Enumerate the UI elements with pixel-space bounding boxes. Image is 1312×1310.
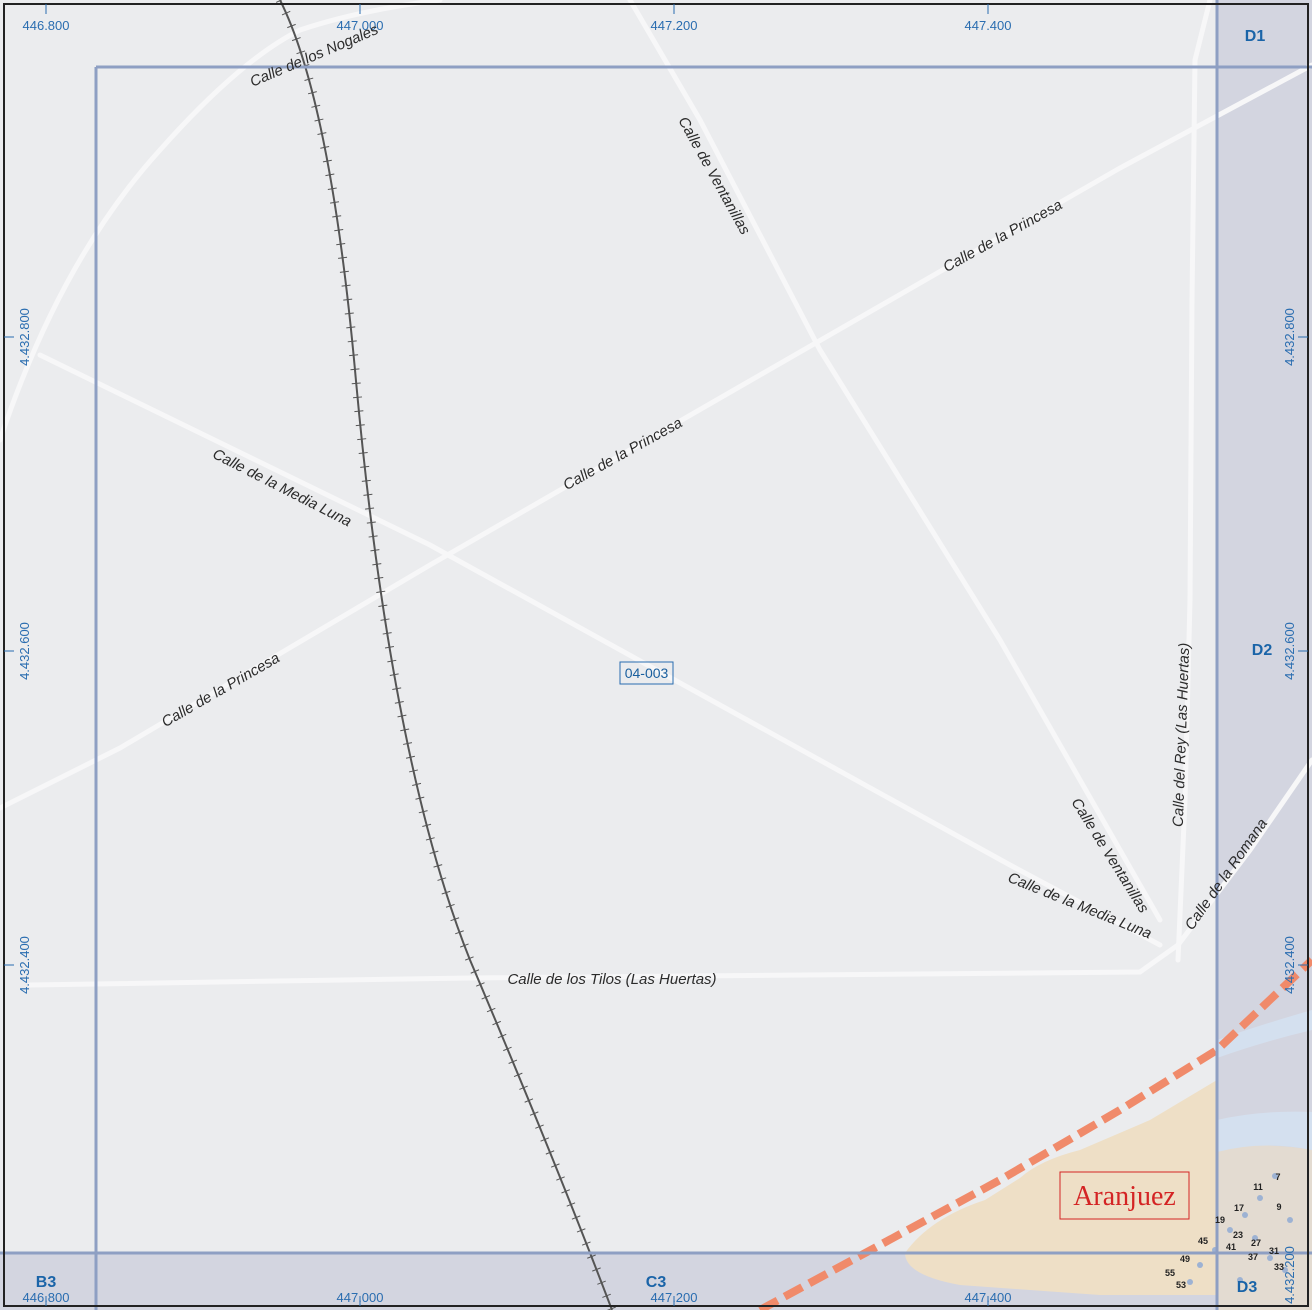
road-network (0, 0, 1312, 988)
cell-label-b3[interactable]: B3 (36, 1274, 57, 1291)
street-label-rey: Calle del Rey (Las Huertas) (1170, 642, 1193, 827)
coord-left-3: 4.432.400 (17, 936, 32, 994)
right-margin-band (1217, 0, 1312, 1310)
road-tilos (27, 942, 1181, 988)
coord-right-1: 4.432.800 (1282, 308, 1297, 366)
road-rey (1175, 0, 1213, 963)
left-coordinates: 4.432.800 4.432.600 4.432.400 (17, 308, 32, 994)
house-number: 9 (1276, 1202, 1281, 1212)
coord-left-1: 4.432.800 (17, 308, 32, 366)
town-label: Aranjuez (1073, 1181, 1176, 1212)
right-coordinates: 4.432.800 4.432.600 4.432.400 4.432.200 (1282, 308, 1297, 1304)
cell-label-d2[interactable]: D2 (1252, 642, 1273, 659)
house-number: 49 (1180, 1254, 1190, 1264)
house-number: 33 (1274, 1262, 1284, 1272)
coord-bottom-1: 446.800 (23, 1290, 70, 1305)
coordinate-ticks (4, 4, 1308, 1306)
cell-label-d1[interactable]: D1 (1245, 28, 1266, 45)
road-media-luna (37, 352, 1163, 948)
house-number: 11 (1253, 1182, 1263, 1192)
street-label-tilos: Calle de los Tilos (Las Huertas) (507, 971, 716, 988)
house-number: 31 (1269, 1246, 1279, 1256)
grid-cell-labels: D1 D2 D3 B3 C3 (36, 28, 1273, 1296)
bottom-coordinates: 446.800 447.000 447.200 447.400 (23, 1290, 1012, 1305)
cell-label-c3[interactable]: C3 (646, 1274, 667, 1291)
house-number: 19 (1215, 1215, 1225, 1225)
coord-left-2: 4.432.600 (17, 622, 32, 680)
house-number: 41 (1226, 1242, 1236, 1252)
house-numbers: 7 11 9 17 19 23 27 31 33 37 41 45 49 55 … (1165, 1172, 1284, 1290)
sheet-id-box[interactable]: 04-003 (619, 661, 674, 685)
town-label-box[interactable]: Aranjuez (1059, 1171, 1190, 1220)
road-ventanillas (627, 0, 1163, 923)
house-number: 37 (1248, 1252, 1258, 1262)
sheet-id-label: 04-003 (625, 665, 669, 681)
railway-line (275, 0, 617, 1310)
coord-top-2: 447.000 (337, 18, 384, 33)
house-number: 53 (1176, 1280, 1186, 1290)
coord-bottom-4: 447.400 (965, 1290, 1012, 1305)
coord-right-4: 4.432.200 (1282, 1246, 1297, 1304)
house-number: 27 (1251, 1238, 1261, 1248)
house-number: 7 (1275, 1172, 1280, 1182)
road-romana (1175, 757, 1312, 948)
coord-right-3: 4.432.400 (1282, 936, 1297, 994)
top-coordinates: 446.800 447.000 447.200 447.400 (23, 18, 1012, 33)
coord-bottom-3: 447.200 (651, 1290, 698, 1305)
building-dots (1187, 1173, 1293, 1285)
river (1217, 1010, 1312, 1152)
municipal-boundary (758, 957, 1312, 1310)
map-frame (3, 3, 1309, 1307)
house-number: 23 (1233, 1230, 1243, 1240)
urban-area (905, 1080, 1312, 1310)
cell-label-d3[interactable]: D3 (1237, 1279, 1258, 1296)
house-number: 55 (1165, 1268, 1175, 1278)
road-princesa (0, 62, 1312, 811)
house-number: 17 (1234, 1203, 1244, 1213)
coord-bottom-2: 447.000 (337, 1290, 384, 1305)
coord-top-3: 447.200 (651, 18, 698, 33)
coord-top-1: 446.800 (23, 18, 70, 33)
house-number: 45 (1198, 1236, 1208, 1246)
coord-right-2: 4.432.600 (1282, 622, 1297, 680)
coord-top-4: 447.400 (965, 18, 1012, 33)
road-nogales (0, 0, 443, 443)
